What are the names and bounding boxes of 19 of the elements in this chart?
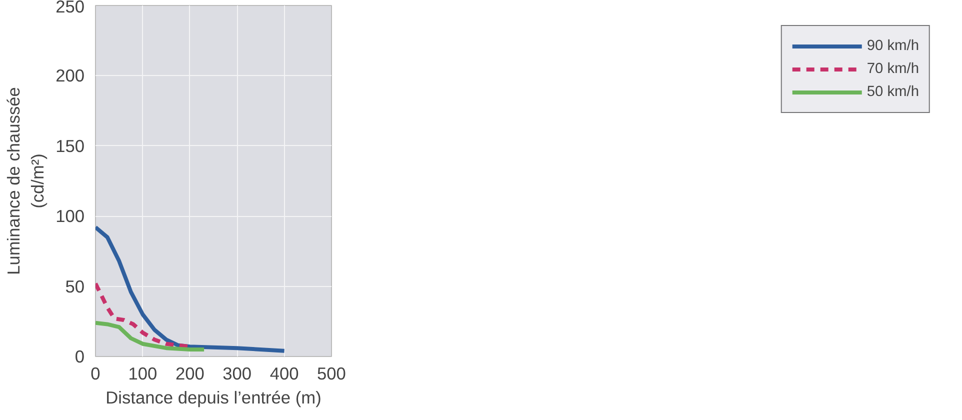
legend-label: 50 km/h — [866, 84, 919, 100]
line-series — [96, 225, 286, 353]
x-tick-label: 500 — [317, 364, 346, 384]
y-tick-label: 100 — [56, 206, 85, 226]
y-tick-label: 250 — [56, 0, 85, 16]
y-axis-title: Luminance de chaussée (cd/m²) — [4, 87, 48, 275]
x-tick-label: 300 — [222, 364, 252, 384]
x-tick-label: 200 — [175, 364, 204, 384]
x-tick-label: 400 — [270, 364, 299, 384]
x-axis-title: Distance depuis l’entrée (m) — [106, 388, 322, 408]
x-tick-label: 0 — [90, 364, 100, 384]
legend-label: 70 km/h — [866, 61, 919, 77]
y-tick-label: 150 — [56, 136, 85, 156]
legend-label: 90 km/h — [866, 38, 919, 54]
x-tick-label: 100 — [128, 364, 158, 384]
y-tick-label: 0 — [74, 346, 85, 366]
y-tick-label: 50 — [65, 276, 85, 296]
y-tick-label: 200 — [56, 66, 85, 86]
line-series — [96, 320, 206, 352]
